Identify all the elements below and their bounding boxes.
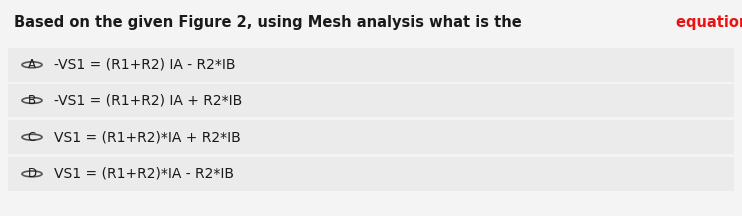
- FancyBboxPatch shape: [8, 121, 734, 154]
- Text: B: B: [28, 94, 36, 107]
- Text: D: D: [27, 167, 36, 180]
- Text: VS1 = (R1+R2)*IA + R2*IB: VS1 = (R1+R2)*IA + R2*IB: [54, 130, 240, 144]
- Text: A: A: [28, 58, 36, 71]
- Text: VS1 = (R1+R2)*IA - R2*IB: VS1 = (R1+R2)*IA - R2*IB: [54, 167, 234, 181]
- FancyBboxPatch shape: [8, 84, 734, 117]
- FancyBboxPatch shape: [8, 157, 734, 191]
- Text: C: C: [28, 131, 36, 144]
- Text: -VS1 = (R1+R2) IA - R2*IB: -VS1 = (R1+R2) IA - R2*IB: [54, 58, 235, 72]
- Text: -VS1 = (R1+R2) IA + R2*IB: -VS1 = (R1+R2) IA + R2*IB: [54, 94, 242, 107]
- Text: equation at loop IA?: equation at loop IA?: [676, 15, 742, 30]
- FancyBboxPatch shape: [8, 48, 734, 82]
- Text: Based on the given Figure 2, using Mesh analysis what is the: Based on the given Figure 2, using Mesh …: [14, 15, 527, 30]
